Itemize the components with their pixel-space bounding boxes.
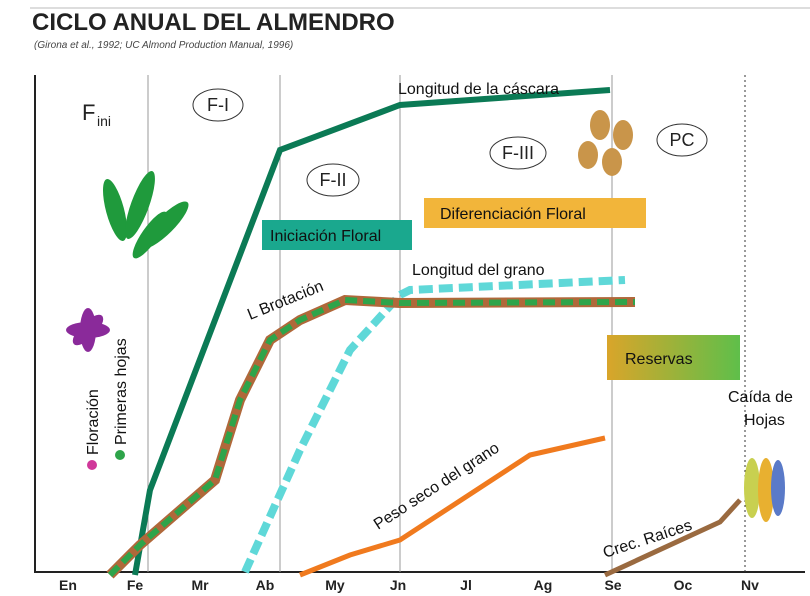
falling-leaves: [744, 458, 785, 522]
month: Jl: [460, 577, 472, 593]
legend-dot: [115, 450, 125, 460]
label: Hojas: [744, 412, 785, 429]
month-labels: En Fe Mr Ab My Jn Jl Ag Se Oc Nv: [59, 577, 759, 593]
label: Iniciación Floral: [270, 228, 381, 245]
phase: F: [82, 100, 95, 125]
month: Se: [604, 577, 621, 593]
month: Mr: [191, 577, 209, 593]
curve-cascara: [135, 90, 610, 575]
month: Fe: [127, 577, 144, 593]
label: Diferenciación Floral: [440, 206, 586, 223]
curve-brotacion-dash: [110, 300, 635, 575]
page: CICLO ANUAL DEL ALMENDRO (Girona et al.,…: [0, 0, 810, 596]
legend-dot: [87, 460, 97, 470]
leaves: [98, 168, 194, 262]
phase: F-III: [502, 143, 534, 163]
flower: [66, 308, 110, 352]
label: Longitud de la cáscara: [398, 81, 559, 98]
phase-sub: ini: [97, 113, 111, 129]
legend-label: Primeras hojas: [113, 338, 130, 445]
month: En: [59, 577, 77, 593]
month: Nv: [741, 577, 759, 593]
diagram: CICLO ANUAL DEL ALMENDRO (Girona et al.,…: [0, 0, 810, 596]
phase: PC: [669, 130, 694, 150]
month: Ab: [256, 577, 275, 593]
subtitle: (Girona et al., 1992; UC Almond Producti…: [34, 40, 293, 51]
phase: F-II: [320, 170, 347, 190]
curve-brotacion: [110, 300, 635, 575]
label: Longitud del grano: [412, 262, 545, 279]
month: My: [325, 577, 345, 593]
legend-label: Floración: [85, 389, 102, 455]
phase: F-I: [207, 95, 229, 115]
curve-peso: [300, 438, 605, 575]
month: Oc: [674, 577, 693, 593]
month: Jn: [390, 577, 406, 593]
month: Ag: [534, 577, 553, 593]
month-dividers: [148, 75, 745, 572]
label: Reservas: [625, 351, 693, 368]
almonds: [578, 110, 633, 176]
label: Caída de: [728, 389, 793, 406]
title: CICLO ANUAL DEL ALMENDRO: [32, 9, 395, 36]
